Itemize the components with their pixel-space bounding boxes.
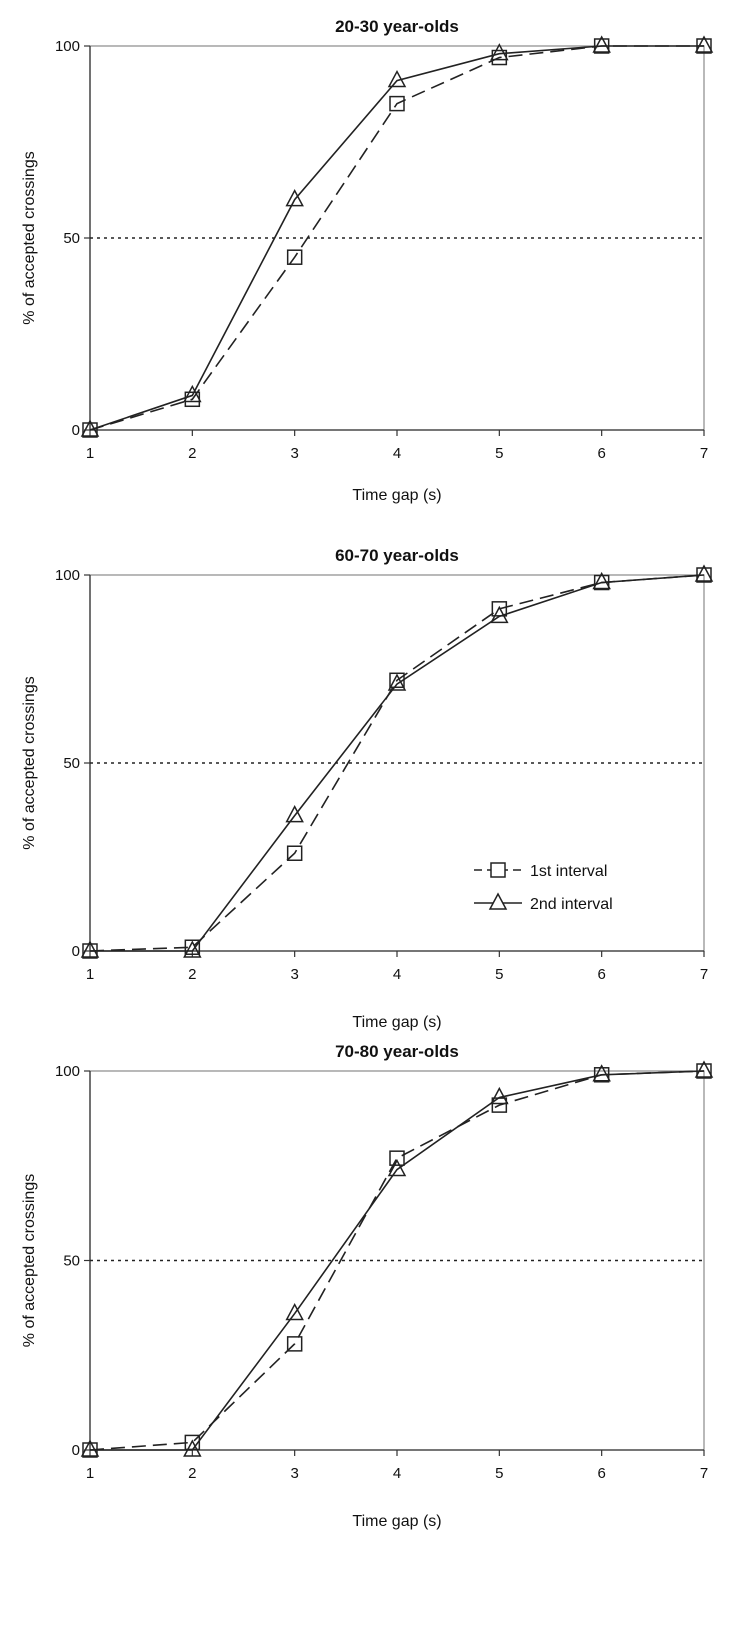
y-axis-label: % of accepted crossings xyxy=(21,676,38,849)
chart-panel-1: 0 50 100 1 2 3 4 5 6 7 20-30 year-olds Time gap (s)… xyxy=(21,17,714,504)
data-point-square xyxy=(286,249,303,265)
data-point-triangle xyxy=(490,605,509,624)
series-line-second-interval xyxy=(89,45,704,431)
y-tick-label: 100 xyxy=(55,38,80,55)
data-point-square xyxy=(286,1336,303,1352)
data-point-triangle xyxy=(490,1086,509,1105)
series-line-second-interval xyxy=(90,1070,705,1451)
data-point-triangle xyxy=(80,419,100,437)
y-tick-label: 0 xyxy=(72,422,80,439)
y-tick-label: 50 xyxy=(63,755,80,772)
y-tick-label: 0 xyxy=(72,1442,80,1459)
data-point-triangle xyxy=(183,384,202,403)
legend-square-marker xyxy=(490,862,506,878)
x-tick-label: 5 xyxy=(495,966,503,983)
y-tick-label: 0 xyxy=(72,943,80,960)
data-point-square xyxy=(82,422,98,438)
chart-panel-3: 0 50 100 1 2 3 4 5 6 7 70-80 year-olds Time gap (s)… xyxy=(21,1042,714,1530)
x-tick-label: 3 xyxy=(290,1465,298,1482)
x-tick-label: 6 xyxy=(597,445,605,462)
y-tick-label: 50 xyxy=(63,230,80,247)
legend-triangle-marker xyxy=(488,892,508,910)
data-point-triangle xyxy=(387,69,407,88)
data-point-triangle xyxy=(694,35,714,53)
chart-title: 20-30 year-olds xyxy=(335,17,459,36)
data-point-triangle xyxy=(285,189,304,207)
x-tick-label: 2 xyxy=(188,445,196,462)
data-point-square xyxy=(389,95,405,112)
series-line-second-interval xyxy=(90,574,705,952)
legend: 1st interval 2nd interval xyxy=(474,862,613,913)
data-point-square xyxy=(184,939,201,955)
data-point-triangle xyxy=(490,43,509,61)
x-tick-label: 1 xyxy=(86,966,94,983)
legend-label: 1st interval xyxy=(530,863,607,880)
x-tick-label: 2 xyxy=(188,966,196,983)
legend-label: 2nd interval xyxy=(530,896,613,913)
data-point-triangle xyxy=(183,940,202,958)
x-tick-label: 7 xyxy=(700,966,708,983)
chart-title: 60-70 year-olds xyxy=(335,546,459,565)
data-point-triangle xyxy=(80,1439,100,1457)
x-tick-label: 3 xyxy=(290,966,298,983)
x-tick-label: 7 xyxy=(700,1465,708,1482)
x-tick-label: 1 xyxy=(86,445,94,462)
data-point-square xyxy=(286,845,303,861)
x-tick-label: 4 xyxy=(393,445,401,462)
data-point-square xyxy=(389,1150,405,1166)
data-point-triangle xyxy=(285,805,304,823)
data-point-triangle xyxy=(387,1158,407,1177)
data-point-triangle xyxy=(285,1302,304,1321)
data-point-triangle xyxy=(387,673,407,691)
y-axis-label: % of accepted crossings xyxy=(21,1174,38,1347)
x-axis-label: Time gap (s) xyxy=(352,1513,441,1530)
y-axis-label: % of accepted crossings xyxy=(21,151,38,324)
data-point-triangle xyxy=(694,1060,714,1078)
x-tick-label: 6 xyxy=(597,1465,605,1482)
x-tick-label: 4 xyxy=(393,966,401,983)
y-tick-label: 50 xyxy=(63,1253,80,1270)
x-axis-label: Time gap (s) xyxy=(352,487,441,504)
x-tick-label: 3 xyxy=(290,445,298,462)
x-tick-label: 6 xyxy=(597,966,605,983)
x-tick-label: 1 xyxy=(86,1465,94,1482)
x-tick-label: 2 xyxy=(188,1465,196,1482)
chart-title: 70-80 year-olds xyxy=(335,1042,459,1061)
x-tick-label: 5 xyxy=(495,445,503,462)
data-point-triangle xyxy=(183,1439,202,1457)
data-point-triangle xyxy=(694,564,714,582)
chart-panel-2: 0 50 100 1 2 3 4 5 6 7 60-70 year-olds Time gap (s)… xyxy=(21,546,714,1031)
data-point-triangle xyxy=(592,1064,611,1082)
x-tick-label: 7 xyxy=(700,445,708,462)
x-tick-label: 5 xyxy=(495,1465,503,1482)
data-point-triangle xyxy=(80,940,100,958)
data-point-triangle xyxy=(592,571,611,590)
x-tick-label: 4 xyxy=(393,1465,401,1482)
data-point-triangle xyxy=(592,35,611,53)
y-tick-label: 100 xyxy=(55,567,80,584)
y-tick-label: 100 xyxy=(55,1063,80,1080)
x-axis-label: Time gap (s) xyxy=(352,1014,441,1031)
